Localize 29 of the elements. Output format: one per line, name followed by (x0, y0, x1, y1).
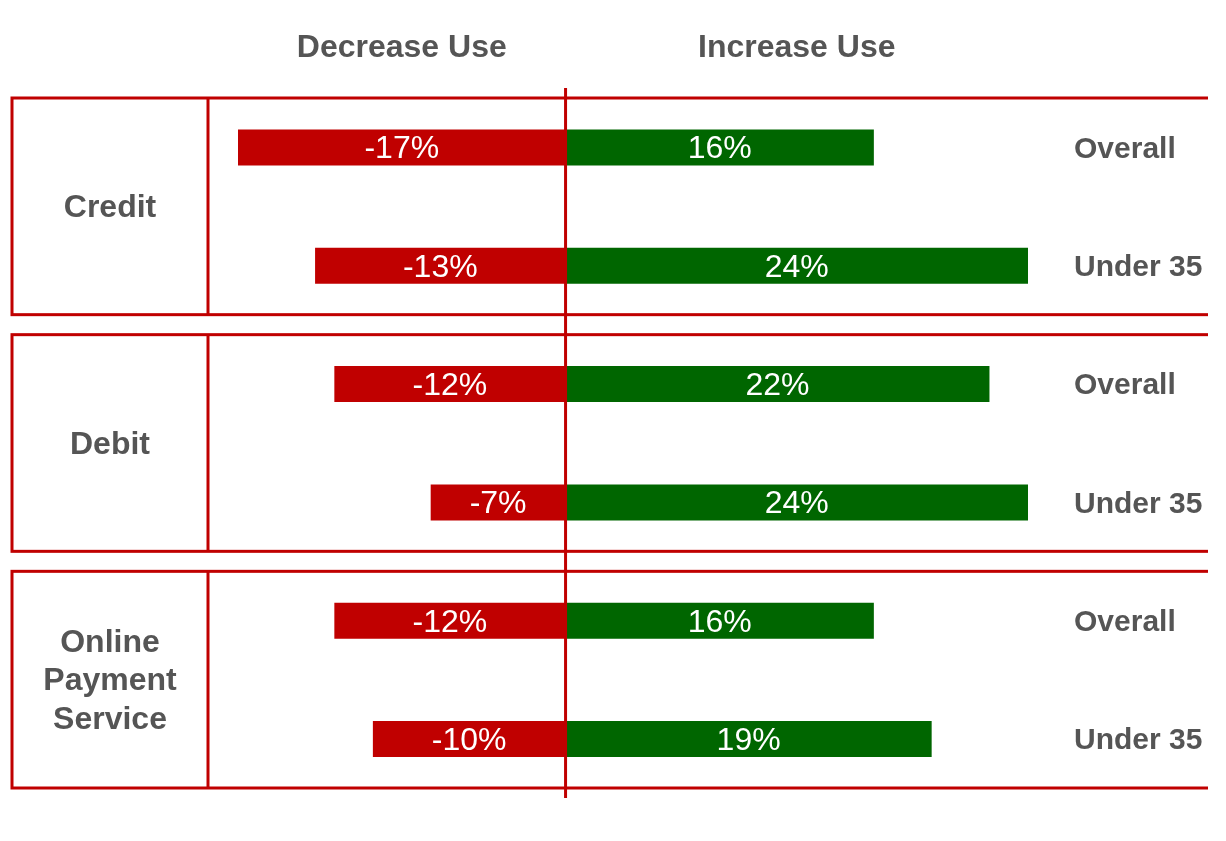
bar (565, 129, 874, 166)
y-tick-label: Overall (1074, 130, 1176, 164)
data-label: -7% (469, 484, 527, 521)
data-label: 22% (745, 366, 810, 403)
data-label: -12% (412, 602, 488, 639)
bar (565, 721, 932, 758)
y-tick-label: Under 35 (1074, 722, 1203, 756)
bar (565, 366, 990, 403)
text: Increase Use (697, 28, 897, 65)
data-label: -13% (402, 247, 478, 284)
data-label: 24% (764, 484, 829, 521)
data-label: -10% (431, 721, 507, 758)
text: Online Payment Service (42, 622, 178, 738)
text: Credit (62, 187, 158, 227)
text: Decrease Use (295, 28, 508, 65)
data-label: 24% (764, 247, 829, 284)
data-label: 16% (687, 129, 752, 166)
data-label: -12% (412, 366, 488, 403)
bar (565, 602, 874, 639)
data-label: 16% (687, 602, 752, 639)
data-label: -17% (364, 129, 440, 166)
y-tick-label: Overall (1074, 604, 1176, 638)
text: Debit (69, 423, 151, 463)
data-label: 19% (716, 721, 781, 758)
y-tick-label: Overall (1074, 367, 1176, 401)
y-tick-label: Under 35 (1074, 485, 1203, 519)
bar (565, 484, 1028, 521)
y-tick-label: Under 35 (1074, 249, 1203, 283)
bar (565, 247, 1028, 284)
